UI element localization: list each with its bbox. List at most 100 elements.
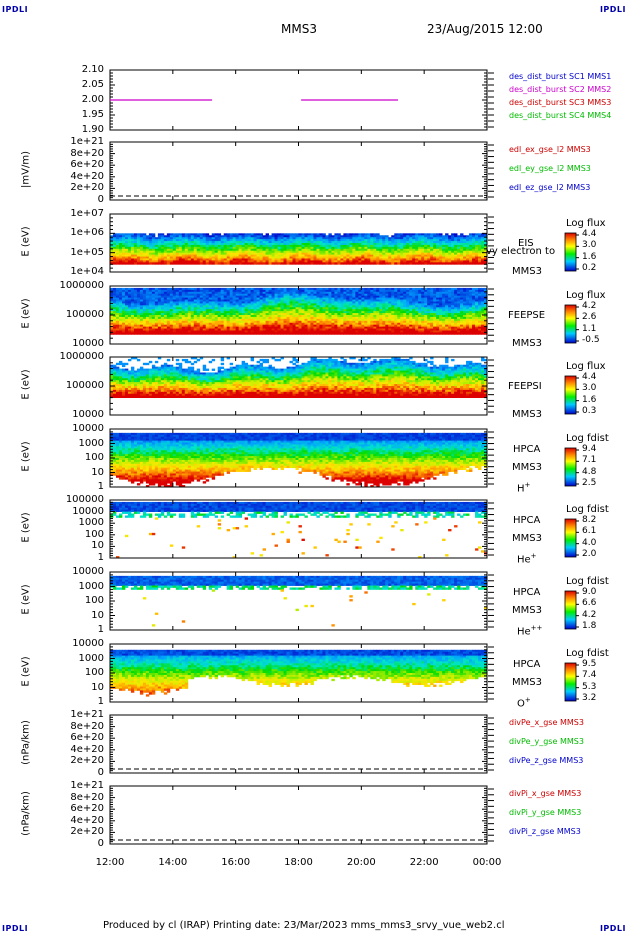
heatmap-cell	[406, 235, 410, 238]
heatmap-cell	[472, 332, 476, 335]
heatmap-cell	[136, 289, 141, 293]
heatmap-cell	[337, 239, 341, 242]
heatmap-cell	[298, 237, 302, 240]
heatmap-cell	[223, 258, 228, 261]
heatmap-cell	[316, 243, 320, 246]
heatmap-cell	[277, 235, 281, 238]
heatmap-cell	[385, 256, 389, 259]
heatmap-cell	[220, 322, 225, 326]
heatmap-cell	[157, 248, 162, 252]
heatmap-cell	[238, 260, 243, 263]
heatmap-cell	[256, 233, 260, 236]
heatmap-cell	[307, 248, 311, 252]
heatmap-cell	[289, 239, 293, 242]
heatmap-cell	[205, 244, 210, 248]
heatmap-cell	[469, 244, 473, 248]
heatmap-cell	[241, 256, 246, 259]
heatmap-cell	[151, 243, 156, 246]
heatmap-cell	[178, 235, 183, 238]
heatmap-cell	[184, 322, 189, 326]
heatmap-cell	[139, 248, 144, 252]
heatmap-cell	[376, 233, 380, 236]
heatmap-cell	[211, 297, 216, 300]
heatmap-cell	[283, 246, 287, 250]
heatmap-cell	[358, 252, 362, 255]
heatmap-cell	[148, 324, 153, 327]
heatmap-cell	[286, 332, 290, 335]
heatmap-cell	[151, 260, 156, 263]
heatmap-cell	[160, 295, 165, 298]
heatmap-cell	[412, 248, 416, 252]
heatmap-cell	[181, 309, 186, 312]
heatmap-cell	[460, 235, 464, 238]
heatmap-cell	[340, 244, 344, 248]
heatmap-cell	[349, 237, 353, 240]
heatmap-cell	[172, 233, 177, 236]
heatmap-cell	[292, 258, 296, 261]
heatmap-cell	[190, 303, 195, 306]
heatmap-cell	[442, 254, 446, 257]
heatmap-cell	[280, 237, 284, 240]
heatmap-cell	[262, 239, 266, 242]
heatmap-cell	[196, 315, 201, 318]
heatmap-cell	[184, 330, 189, 333]
heatmap-cell	[337, 250, 341, 254]
heatmap-cell	[268, 258, 272, 261]
heatmap-cell	[367, 248, 371, 252]
heatmap-cell	[181, 303, 186, 306]
heatmap-cell	[187, 252, 192, 255]
heatmap-cell	[166, 287, 171, 291]
heatmap-cell	[133, 258, 138, 261]
heatmap-cell	[481, 252, 485, 255]
heatmap-cell	[433, 233, 437, 236]
heatmap-cell	[217, 241, 222, 244]
heatmap-cell	[403, 233, 407, 236]
heatmap-cell	[400, 233, 404, 236]
heatmap-cell	[304, 237, 308, 240]
heatmap-cell	[142, 320, 147, 324]
heatmap-cell	[127, 256, 132, 259]
heatmap-cell	[163, 243, 168, 246]
heatmap-cell	[301, 239, 305, 242]
heatmap-cell	[298, 243, 302, 246]
heatmap-cell	[133, 330, 138, 333]
heatmap-cell	[454, 243, 458, 246]
heatmap-cell	[256, 239, 260, 242]
heatmap-cell	[157, 328, 162, 331]
heatmap-cell	[484, 244, 488, 248]
heatmap-cell	[110, 252, 114, 255]
heatmap-cell	[403, 250, 407, 254]
heatmap-cell	[478, 252, 482, 255]
heatmap-cell	[316, 241, 320, 244]
heatmap-cell	[139, 328, 144, 331]
heatmap-cell	[475, 243, 479, 246]
heatmap-cell	[127, 318, 132, 322]
heatmap-cell	[235, 260, 240, 263]
heatmap-cell	[325, 252, 329, 255]
heatmap-cell	[184, 241, 189, 244]
heatmap-cell	[110, 250, 114, 254]
heatmap-cell	[196, 250, 201, 254]
heatmap-cell	[382, 239, 386, 242]
heatmap-cell	[352, 233, 356, 236]
heatmap-cell	[247, 332, 252, 335]
heatmap-cell	[373, 252, 377, 255]
heatmap-cell	[175, 318, 180, 322]
heatmap-cell	[139, 243, 144, 246]
heatmap-cell	[355, 243, 359, 246]
heatmap-cell	[211, 311, 216, 314]
heatmap-cell	[454, 237, 458, 240]
heatmap-cell	[433, 256, 437, 259]
heatmap-cell	[112, 299, 117, 302]
heatmap-cell	[235, 239, 240, 242]
heatmap-cell	[118, 237, 123, 240]
heatmap-cell	[211, 246, 216, 250]
heatmap-cell	[130, 243, 135, 246]
heatmap-cell	[337, 260, 341, 263]
heatmap-cell	[169, 291, 174, 295]
heatmap-cell	[418, 241, 422, 244]
heatmap-cell	[388, 254, 392, 257]
heatmap-cell	[118, 262, 123, 265]
heatmap-cell	[139, 289, 144, 293]
heatmap-cell	[352, 235, 356, 238]
